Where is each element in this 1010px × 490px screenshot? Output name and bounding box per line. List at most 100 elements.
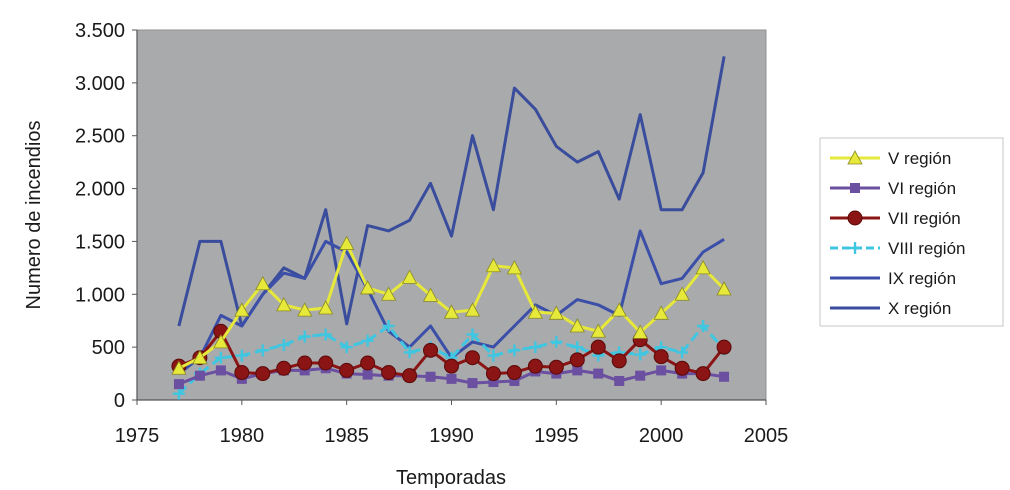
y-tick-label: 1.000 <box>75 284 125 306</box>
x-tick-label: 2005 <box>744 425 789 447</box>
data-point <box>653 305 669 320</box>
data-point <box>297 302 313 317</box>
legend-item: VI región <box>830 179 956 198</box>
data-point <box>173 379 184 390</box>
data-point <box>695 366 711 382</box>
data-point <box>466 328 479 341</box>
data-point <box>590 323 606 338</box>
data-point <box>319 328 332 341</box>
series-line <box>177 324 726 395</box>
data-point <box>401 269 418 284</box>
legend-item: X región <box>830 299 951 318</box>
data-point <box>529 341 542 354</box>
data-point <box>403 346 416 359</box>
y-tick-label: 2.500 <box>75 126 125 148</box>
data-point <box>569 318 585 333</box>
x-tick-label: 1990 <box>429 425 474 447</box>
data-point <box>611 353 627 369</box>
data-point <box>464 302 481 317</box>
x-tick-label: 1995 <box>534 425 579 447</box>
legend-item: IX región <box>830 269 956 288</box>
data-point <box>340 341 353 354</box>
data-point <box>571 341 584 354</box>
data-point <box>171 360 187 375</box>
legend-label: VI región <box>888 179 956 198</box>
data-point <box>548 305 565 320</box>
data-point <box>716 339 732 355</box>
data-point <box>634 348 647 361</box>
axes <box>132 29 767 405</box>
data-point <box>464 350 480 366</box>
data-point <box>256 344 269 357</box>
data-point <box>506 365 522 381</box>
data-point <box>487 349 500 362</box>
data-point <box>234 302 250 317</box>
data-point <box>214 351 227 364</box>
data-point <box>527 304 544 319</box>
data-point <box>277 339 290 352</box>
data-point <box>569 352 585 368</box>
data-point <box>338 235 355 250</box>
x-tick-labels: 1975 1980 1985 1990 1995 2000 2005 <box>115 425 789 447</box>
data-point <box>276 297 292 312</box>
data-point <box>488 377 499 388</box>
legend-item: VIII región <box>830 239 966 258</box>
data-point <box>360 355 376 371</box>
data-point <box>318 355 334 371</box>
data-point <box>194 370 205 381</box>
data-point <box>590 339 606 355</box>
series-4 <box>172 320 731 400</box>
data-point <box>172 387 185 400</box>
data-point <box>381 365 397 381</box>
x-tick-label: 1975 <box>115 425 160 447</box>
data-point <box>695 260 711 275</box>
data-point <box>297 355 313 371</box>
legend-marker <box>850 183 860 193</box>
data-point <box>548 359 564 375</box>
y-tick-label: 2.000 <box>75 179 125 201</box>
data-point <box>593 368 604 379</box>
y-axis-title: Numero de incendios <box>23 121 45 310</box>
data-point <box>674 360 690 376</box>
x-tick-label: 1985 <box>324 425 369 447</box>
data-point <box>446 373 457 384</box>
data-point <box>255 275 271 291</box>
x-tick-label: 2000 <box>639 425 684 447</box>
legend-box <box>819 137 1004 327</box>
series-3 <box>171 323 732 384</box>
data-point <box>215 365 226 376</box>
data-point <box>318 300 334 315</box>
x-tick-label: 1980 <box>220 425 265 447</box>
data-point <box>362 369 373 380</box>
data-point <box>697 320 710 332</box>
data-point <box>234 365 250 381</box>
legend-label: VII región <box>888 209 961 228</box>
data-point <box>298 330 311 343</box>
data-point <box>467 378 478 389</box>
data-point <box>674 286 690 301</box>
data-point <box>509 375 520 386</box>
data-point <box>719 371 730 382</box>
data-point <box>527 358 543 374</box>
legend-label: V región <box>888 149 951 168</box>
data-point <box>213 334 229 349</box>
data-point <box>611 302 627 317</box>
data-point <box>422 287 439 302</box>
y-tick-label: 3.500 <box>75 20 125 42</box>
data-point <box>632 324 648 339</box>
data-point <box>572 365 583 376</box>
data-point <box>635 370 646 381</box>
data-point <box>380 286 397 301</box>
data-point <box>550 335 563 348</box>
data-point <box>676 346 689 359</box>
legend-item: V región <box>830 149 951 168</box>
legend-label: IX región <box>888 269 956 288</box>
data-point <box>276 360 292 376</box>
data-point <box>614 375 625 386</box>
legend-marker <box>849 242 861 254</box>
data-point <box>443 304 460 319</box>
data-point <box>444 358 459 374</box>
legend-label: VIII región <box>888 239 966 258</box>
data-point <box>425 371 436 382</box>
